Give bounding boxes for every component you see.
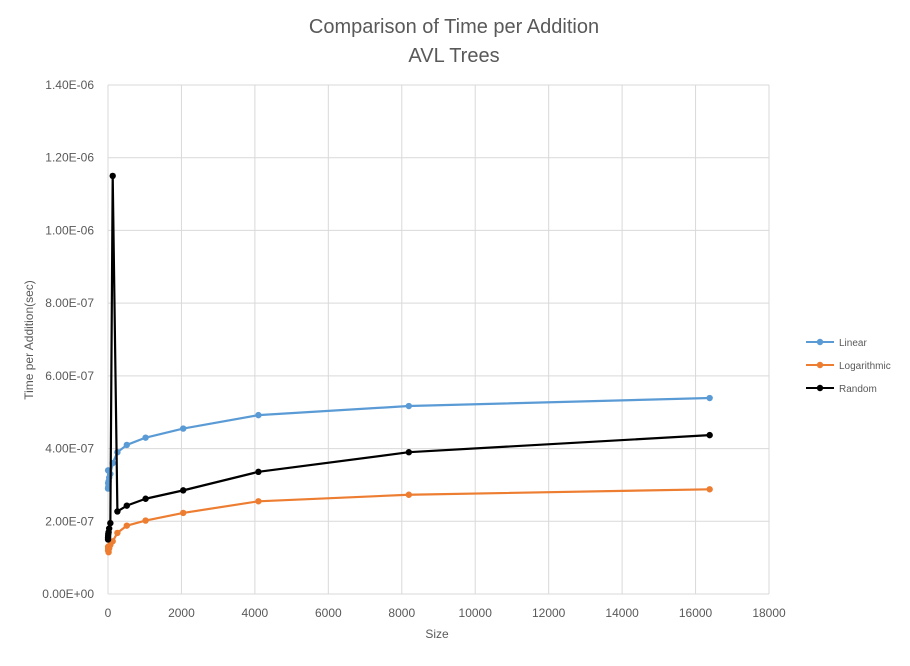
data-point-random	[107, 519, 114, 527]
data-point-logarithmic	[405, 491, 413, 498]
legend-label: Logarithmic	[839, 361, 891, 372]
data-point-random	[114, 508, 121, 515]
legend-label: Random	[839, 384, 877, 395]
data-point-linear	[123, 441, 131, 449]
data-point-logarithmic	[706, 486, 713, 493]
x-tick-label: 10000	[459, 606, 493, 620]
x-tick-label: 2000	[168, 606, 195, 620]
data-point-logarithmic	[123, 522, 131, 529]
data-point-logarithmic	[114, 529, 121, 537]
legend-item-logarithmic: Logarithmic	[806, 361, 891, 372]
x-tick-label: 18000	[752, 606, 786, 620]
axis-layer: 0.00E+00 2.00E-07 4.00E-07 6.00E-07 8.00E-07…	[42, 78, 786, 620]
y-tick-label: 4.00E-07	[45, 442, 94, 456]
data-point-random	[109, 172, 116, 180]
data-point-random	[706, 431, 713, 439]
data-point-linear	[706, 394, 713, 402]
grid-layer	[108, 84, 770, 594]
data-point-random	[405, 449, 413, 456]
y-axis-label: Time per Addition(sec)	[22, 280, 36, 400]
data-point-random	[180, 487, 187, 494]
legend-label: Linear	[839, 338, 867, 349]
x-tick-label: 14000	[605, 606, 639, 620]
x-axis-label: Size	[425, 627, 449, 641]
legend-swatch-marker	[816, 361, 824, 369]
data-point-linear	[255, 411, 262, 419]
data-point-random	[142, 495, 149, 502]
x-tick-label: 4000	[242, 606, 269, 620]
x-tick-label: 8000	[388, 606, 415, 620]
x-tick-label: 12000	[532, 606, 566, 620]
x-tick-label: 6000	[315, 606, 342, 620]
y-tick-label: 2.00E-07	[45, 514, 94, 528]
data-point-logarithmic	[142, 517, 149, 524]
legend-item-linear: Linear	[806, 338, 867, 349]
x-tick-label: 0	[105, 606, 112, 620]
legend-swatch-marker	[816, 384, 824, 392]
y-tick-label: 0.00E+00	[42, 587, 94, 601]
y-tick-label: 1.20E-06	[45, 151, 94, 165]
data-point-logarithmic	[180, 509, 187, 517]
data-point-random	[255, 468, 262, 476]
data-point-random	[123, 502, 131, 509]
legend: Linear Logarithmic Random	[806, 338, 891, 395]
chart-title-line-1: Comparison of Time per Addition	[309, 16, 599, 38]
data-point-linear	[180, 425, 187, 432]
x-tick-label: 16000	[679, 606, 713, 620]
y-tick-label: 6.00E-07	[45, 369, 94, 383]
legend-swatch-marker	[816, 338, 824, 346]
data-point-linear	[405, 402, 413, 410]
y-tick-label: 8.00E-07	[45, 296, 94, 310]
y-tick-label: 1.00E-06	[45, 223, 94, 237]
data-point-random	[105, 525, 113, 532]
y-tick-label: 1.40E-06	[45, 78, 94, 92]
data-point-linear	[142, 434, 149, 441]
series-layer	[104, 172, 713, 556]
data-point-logarithmic	[255, 498, 262, 505]
chart-title-line-2: AVL Trees	[408, 45, 499, 67]
legend-item-random: Random	[806, 384, 877, 395]
